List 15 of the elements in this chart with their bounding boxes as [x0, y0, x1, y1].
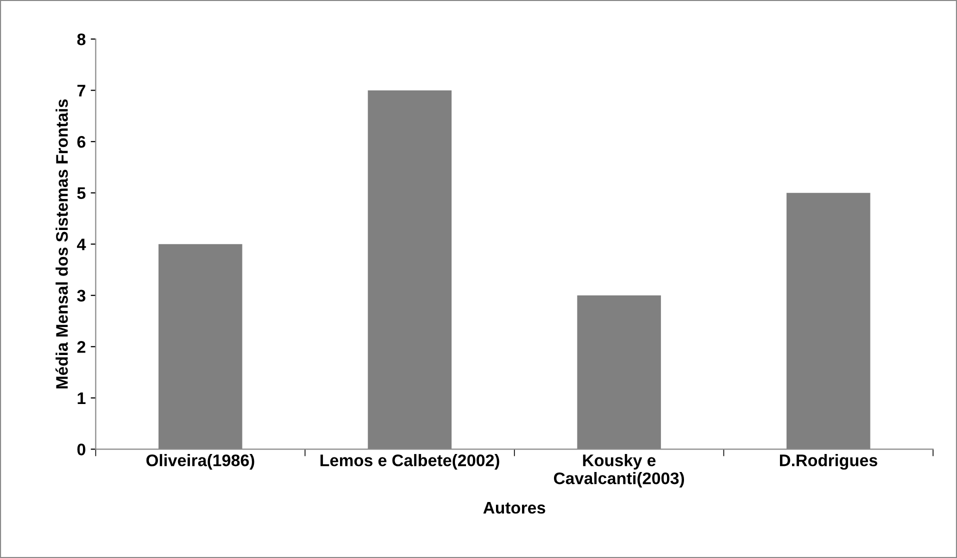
x-axis-title: Autores — [483, 502, 546, 514]
x-tick-label: D.Rodrigues — [780, 454, 878, 470]
y-tick-label: 4 — [76, 238, 86, 250]
y-tick-label: 7 — [77, 84, 86, 96]
y-tick-label: 8 — [77, 33, 86, 46]
y-tick-label: 0 — [77, 444, 86, 456]
x-tick-label: Kousky e Cavalcanti(2003) — [554, 454, 684, 488]
y-axis-title: Média Mensal dos Sistemas Frontais — [55, 99, 68, 388]
y-tick-label: 3 — [77, 290, 86, 302]
y-tick-label: 2 — [77, 341, 86, 353]
x-tick-label: Oliveira(1986) — [146, 454, 254, 470]
x-tick-label: Lemos e Calbete(2002) — [320, 454, 500, 470]
y-tick-label: 5 — [77, 187, 86, 200]
y-tick-label: 1 — [78, 392, 86, 404]
y-tick-label: 6 — [77, 136, 86, 148]
